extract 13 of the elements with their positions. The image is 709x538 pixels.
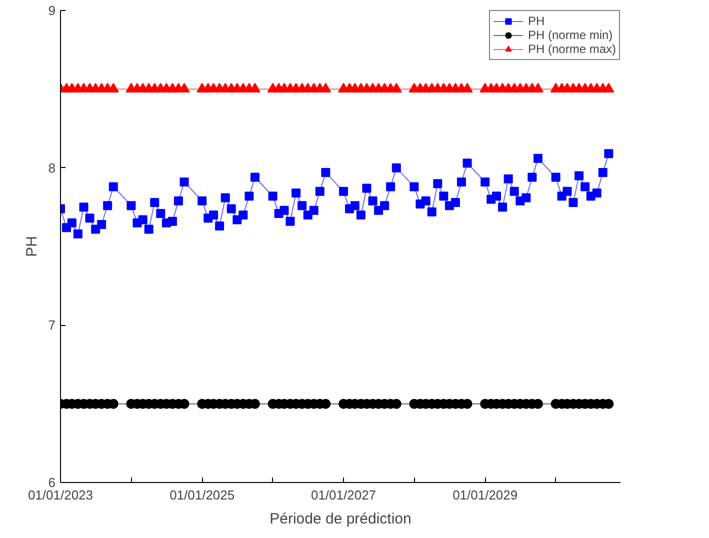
x-tick-label: 01/01/2029: [452, 488, 518, 502]
x-axis-title: Période de prédiction: [270, 510, 412, 528]
x-tick-label: 01/01/2027: [310, 488, 376, 502]
x-tick-label: 01/01/2025: [170, 488, 235, 502]
y-tick-label: 8: [48, 160, 56, 176]
x-tick-label: 01/01/2023: [28, 488, 94, 502]
y-axis-title: PH: [23, 236, 40, 257]
y-tick-label: 9: [48, 3, 56, 18]
legend-label: PH: [528, 14, 546, 28]
y-tick-label: 7: [48, 318, 56, 333]
y-tick-label: 6: [48, 475, 56, 490]
legend-label: PH (norme max): [528, 42, 616, 56]
legend-label: PH (norme min): [528, 28, 613, 42]
